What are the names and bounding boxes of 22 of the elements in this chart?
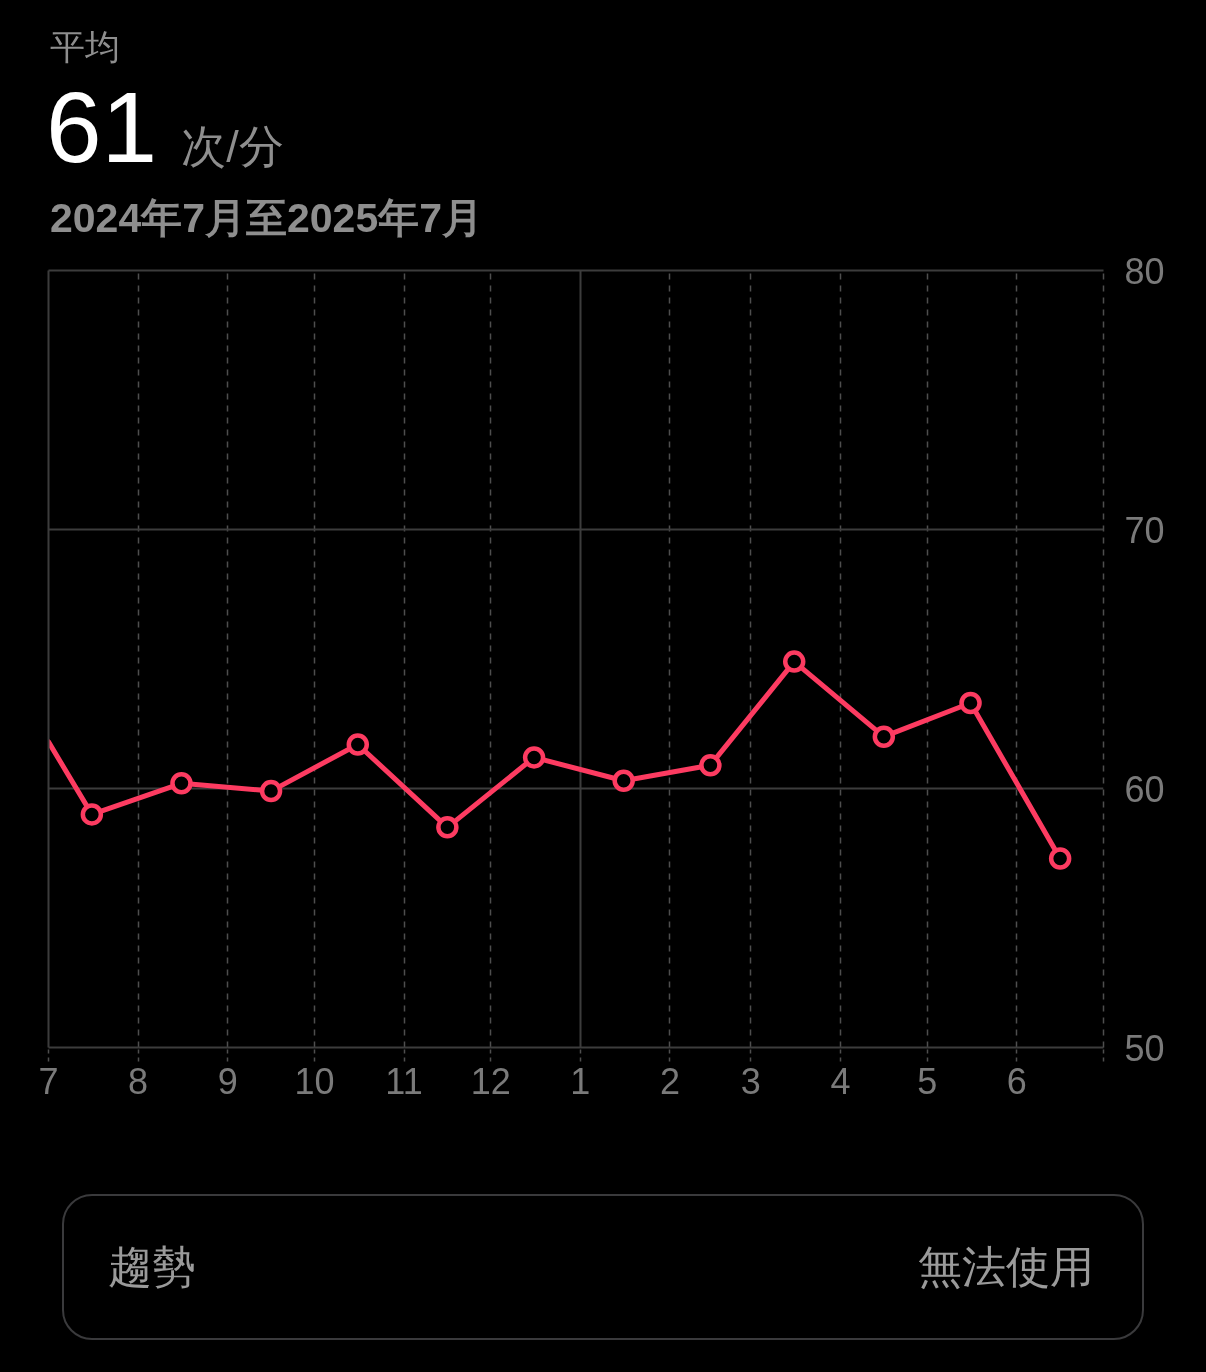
x-tick-label: 8 — [128, 1060, 149, 1102]
x-tick-label: 2 — [659, 1060, 680, 1102]
x-tick-label: 11 — [385, 1060, 423, 1102]
y-tick-label: 80 — [1124, 250, 1165, 292]
y-tick-label: 60 — [1124, 768, 1165, 810]
x-tick-label: 9 — [217, 1060, 238, 1102]
text: 趨勢 — [108, 1240, 196, 1293]
y-tick-label: 70 — [1124, 509, 1165, 551]
x-tick-label: 3 — [740, 1060, 761, 1102]
chart-subtitle: 2024年7月至2025年7月 — [50, 194, 484, 243]
text: 無法使用 — [918, 1240, 1094, 1293]
chart-title: 平均 — [50, 26, 120, 68]
x-tick-label: 7 — [38, 1060, 59, 1102]
x-tick-label: 10 — [294, 1060, 335, 1102]
text: 61 — [46, 71, 158, 183]
y-tick-label: 50 — [1124, 1027, 1165, 1069]
x-tick-label: 5 — [917, 1060, 938, 1102]
x-tick-label: 1 — [570, 1060, 591, 1102]
x-tick-label: 4 — [830, 1060, 851, 1102]
x-tick-label: 6 — [1006, 1060, 1027, 1102]
x-tick-label: 12 — [470, 1060, 511, 1102]
text: 次/分 — [181, 120, 284, 174]
